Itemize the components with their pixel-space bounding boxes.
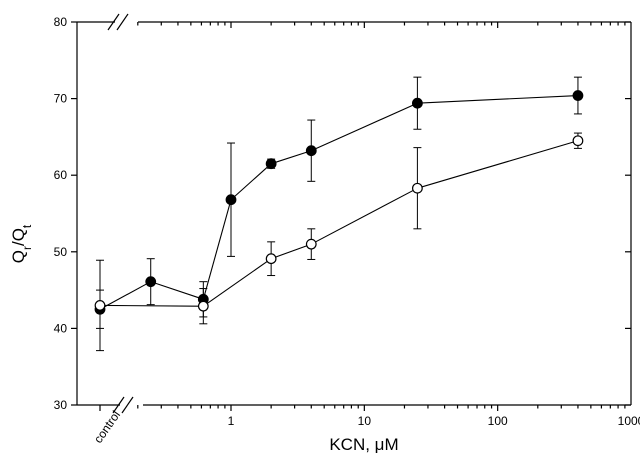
y-axis-label-mid: /Q: [9, 228, 28, 246]
y-axis-label-q: Q: [9, 250, 28, 263]
x-tick-label: 1000: [618, 414, 640, 428]
y-tick-label: 40: [54, 321, 68, 335]
series-line-segment: [422, 95, 573, 104]
y-tick-label: 70: [54, 92, 68, 106]
series-line-segment: [234, 166, 268, 197]
y-axis-label: Qr/Qt: [9, 224, 34, 263]
series-line-segment: [104, 304, 199, 307]
series-line-segment: [204, 204, 231, 295]
series-line-segment: [315, 190, 414, 243]
series-line-segment: [207, 261, 268, 304]
series-line-segment: [275, 245, 307, 258]
series-line-segment: [315, 104, 414, 150]
series-line-segment: [422, 141, 574, 188]
x-tick-label: 10: [358, 414, 372, 428]
y-axis-label-sub-t: t: [20, 224, 34, 228]
data-point-filled: [305, 145, 317, 157]
data-point-filled: [225, 194, 237, 206]
y-tick-label: 60: [54, 168, 68, 182]
y-tick-label: 50: [54, 245, 68, 259]
data-point-filled: [265, 158, 277, 170]
data-point-open: [411, 182, 423, 194]
data-point-filled: [145, 276, 157, 288]
data-point-open: [572, 135, 584, 147]
series-line-segment: [275, 151, 307, 163]
series-line-segment: [104, 283, 147, 308]
axis-break-mark: [107, 13, 120, 31]
axis-break-mark: [121, 396, 134, 414]
y-tick-label: 30: [54, 398, 68, 412]
y-axis-label-sub-r: r: [20, 246, 34, 250]
axes: [76, 13, 632, 414]
x-axis-label: KCN, μM: [329, 435, 398, 454]
series-line-segment: [155, 282, 199, 299]
data-point-open: [94, 300, 106, 311]
data-point-open: [265, 253, 277, 265]
ticks: 30 40 50 60 70 80 1 10 100 1000: [54, 15, 640, 428]
series: [94, 76, 584, 352]
data-point-open: [197, 300, 209, 312]
axis-break-mark: [112, 396, 125, 414]
y-tick-label: 80: [54, 15, 68, 29]
data-point-filled: [572, 90, 584, 101]
x-tick-label: 1: [228, 414, 235, 428]
data-point-filled: [411, 97, 423, 109]
x-tick-label: 100: [488, 414, 508, 428]
axis-break-mark: [116, 13, 129, 31]
control-tick-label: control: [91, 408, 123, 446]
data-point-open: [305, 238, 317, 250]
